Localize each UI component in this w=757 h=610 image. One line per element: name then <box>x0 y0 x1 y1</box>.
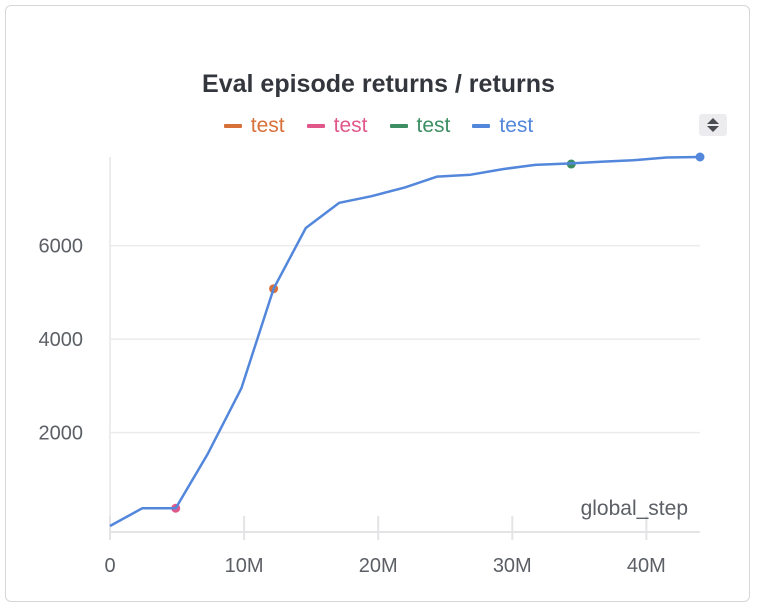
series-point-3-end <box>695 152 705 162</box>
x-tick-label-0: 0 <box>104 555 115 577</box>
legend-label-2: test <box>416 114 451 137</box>
legend-label-1: test <box>333 114 368 137</box>
series-line-3 <box>109 155 701 528</box>
y-tick-label-0: 2000 <box>39 423 84 445</box>
x-tick-label-4: 40M <box>627 555 666 577</box>
x-tick-label-3: 30M <box>493 555 532 577</box>
legend-swatch-0 <box>223 124 242 128</box>
legend-item-1[interactable]: test <box>306 114 368 138</box>
legend-swatch-3 <box>472 124 491 128</box>
x-axis-label: global_step <box>581 497 688 520</box>
grid <box>110 244 700 434</box>
legend-swatch-2 <box>389 124 408 128</box>
legend-item-2[interactable]: test <box>389 114 451 138</box>
chart-title: Eval episode returns / returns <box>202 70 555 98</box>
sort-arrows-icon[interactable] <box>699 114 727 136</box>
axes: 2000 4000 6000 0 10M 20M 30M 40M <box>39 157 700 577</box>
legend: test test test test <box>0 113 757 139</box>
x-tick-label-1: 10M <box>225 555 264 577</box>
legend-label-3: test <box>499 114 534 137</box>
y-tick-label-1: 4000 <box>39 329 84 351</box>
arrow-down-icon <box>707 126 719 132</box>
legend-label-0: test <box>250 114 285 137</box>
x-tick-label-2: 20M <box>359 555 398 577</box>
arrow-up-icon <box>707 118 719 124</box>
chart-panel <box>5 5 750 602</box>
legend-swatch-1 <box>306 124 325 128</box>
legend-item-3[interactable]: test <box>472 114 533 138</box>
series <box>109 152 705 528</box>
y-tick-label-2: 6000 <box>39 236 84 258</box>
legend-item-0[interactable]: test <box>223 114 285 138</box>
